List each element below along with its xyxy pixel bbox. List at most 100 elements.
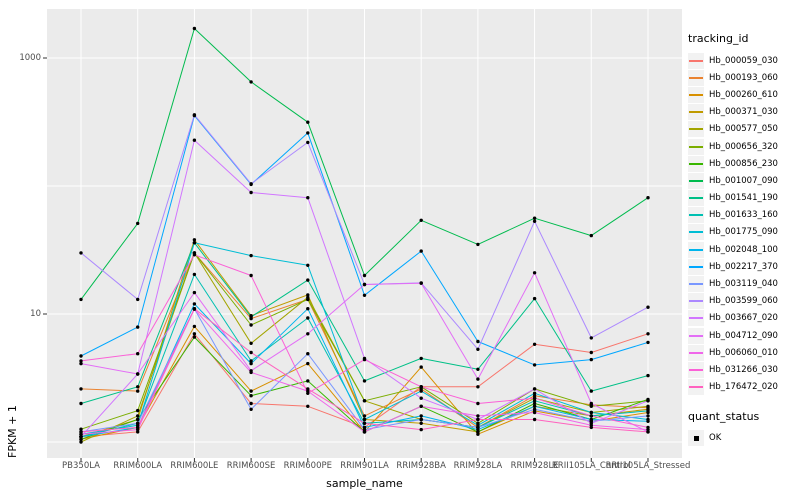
data-point	[362, 399, 367, 403]
data-point	[192, 253, 197, 257]
data-point	[306, 293, 310, 297]
x-tick-label: RRIM600LE	[170, 461, 219, 471]
x-tick-label: RRIM928LA	[453, 461, 503, 471]
data-point	[249, 315, 253, 319]
data-point	[306, 387, 310, 391]
data-point	[362, 430, 367, 434]
data-point	[419, 427, 423, 432]
data-point	[249, 350, 253, 355]
data-point	[532, 417, 537, 422]
legend-item-Hb_003119_040: Hb_003119_040	[688, 275, 798, 293]
legend-swatch-line-icon	[689, 351, 703, 354]
legend-key	[688, 138, 704, 155]
legend-item-Hb_001007_090: Hb_001007_090	[688, 172, 798, 189]
legend-swatch-line-icon	[689, 76, 703, 79]
data-point	[532, 271, 537, 275]
legend-item-label: OK	[709, 433, 722, 444]
data-point	[136, 408, 140, 413]
legend-key	[688, 86, 704, 103]
x-tick-label: RRII105LA_Control	[551, 461, 631, 471]
legend-item-label: Hb_001541_190	[709, 193, 778, 204]
legend-item-label: Hb_003667_020	[709, 313, 778, 324]
data-point	[306, 379, 310, 383]
legend-swatch-line-icon	[689, 317, 703, 320]
y-tick-label: 1000	[19, 52, 41, 63]
legend-item-label: Hb_003119_040	[709, 279, 778, 290]
data-point	[589, 336, 593, 340]
data-point	[249, 273, 253, 278]
legend-item-Hb_004712_090: Hb_004712_090	[688, 327, 798, 344]
data-point	[362, 421, 367, 425]
data-point	[249, 323, 253, 327]
data-point	[79, 359, 83, 363]
legend-key	[688, 293, 704, 310]
y-tick-label: 10	[30, 308, 41, 319]
legend-item-label: Hb_001007_090	[709, 175, 778, 186]
legend-key	[688, 172, 704, 189]
data-point	[646, 419, 650, 423]
data-point	[136, 425, 140, 430]
legend-item-label: Hb_031266_030	[709, 364, 778, 375]
data-point	[249, 359, 253, 363]
legend-item-label: Hb_006060_010	[709, 347, 778, 358]
data-point	[646, 430, 650, 434]
legend-swatch-line-icon	[689, 93, 703, 96]
x-axis-title: sample_name	[326, 477, 403, 490]
data-point	[362, 379, 367, 383]
data-point	[306, 404, 310, 408]
legend-item-Hb_002217_370: Hb_002217_370	[688, 258, 798, 275]
data-point	[79, 361, 83, 366]
legend-title-tracking-id: tracking_id	[688, 32, 749, 45]
data-point	[589, 414, 593, 418]
legend-item-Hb_006060_010: Hb_006060_010	[688, 344, 798, 361]
legend-swatch-line-icon	[689, 300, 703, 303]
data-point	[249, 394, 253, 398]
data-point	[306, 120, 310, 124]
data-point	[589, 410, 593, 415]
legend-key	[688, 258, 704, 275]
data-point	[79, 427, 83, 431]
legend-key	[688, 361, 704, 378]
data-point	[419, 356, 423, 361]
data-point	[249, 389, 253, 393]
data-point	[192, 307, 197, 311]
data-point	[362, 273, 367, 278]
data-point	[192, 335, 197, 339]
data-point	[79, 435, 83, 439]
data-point	[249, 341, 253, 345]
legend-key	[688, 241, 704, 258]
legend-key	[688, 276, 704, 293]
legend-item-label: Hb_000371_030	[709, 107, 778, 118]
legend-key	[688, 344, 704, 361]
data-point	[589, 401, 593, 406]
legend-key	[688, 310, 704, 327]
legend-item-Hb_000577_050: Hb_000577_050	[688, 121, 798, 138]
data-point	[192, 302, 197, 306]
data-point	[589, 389, 593, 393]
legend-item-Hb_003667_020: Hb_003667_020	[688, 310, 798, 327]
data-point	[419, 414, 423, 418]
data-point	[362, 282, 367, 287]
legend-key	[688, 207, 704, 224]
data-point	[476, 417, 480, 422]
legend-item-Hb_001541_190: Hb_001541_190	[688, 190, 798, 207]
data-point	[532, 387, 537, 391]
data-point	[249, 190, 253, 195]
data-point	[532, 394, 537, 398]
legend-swatch-line-icon	[689, 283, 703, 286]
legend-item-Hb_001633_160: Hb_001633_160	[688, 207, 798, 224]
data-point	[476, 385, 480, 389]
data-point	[532, 407, 537, 411]
x-tick-label: RRII105LA_Stressed	[605, 461, 691, 471]
data-point	[306, 307, 310, 311]
data-point	[476, 401, 480, 406]
data-point	[362, 293, 367, 297]
legend-item-Hb_000656_320: Hb_000656_320	[688, 138, 798, 155]
legend-item-label: Hb_003599_060	[709, 296, 778, 307]
legend-item-label: Hb_001633_160	[709, 210, 778, 221]
legend-title-quant-status: quant_status	[688, 409, 760, 423]
legend-item-label: Hb_000577_050	[709, 124, 778, 135]
data-point	[306, 263, 310, 267]
legend-item-Hb_031266_030: Hb_031266_030	[688, 361, 798, 378]
data-point	[249, 407, 253, 411]
